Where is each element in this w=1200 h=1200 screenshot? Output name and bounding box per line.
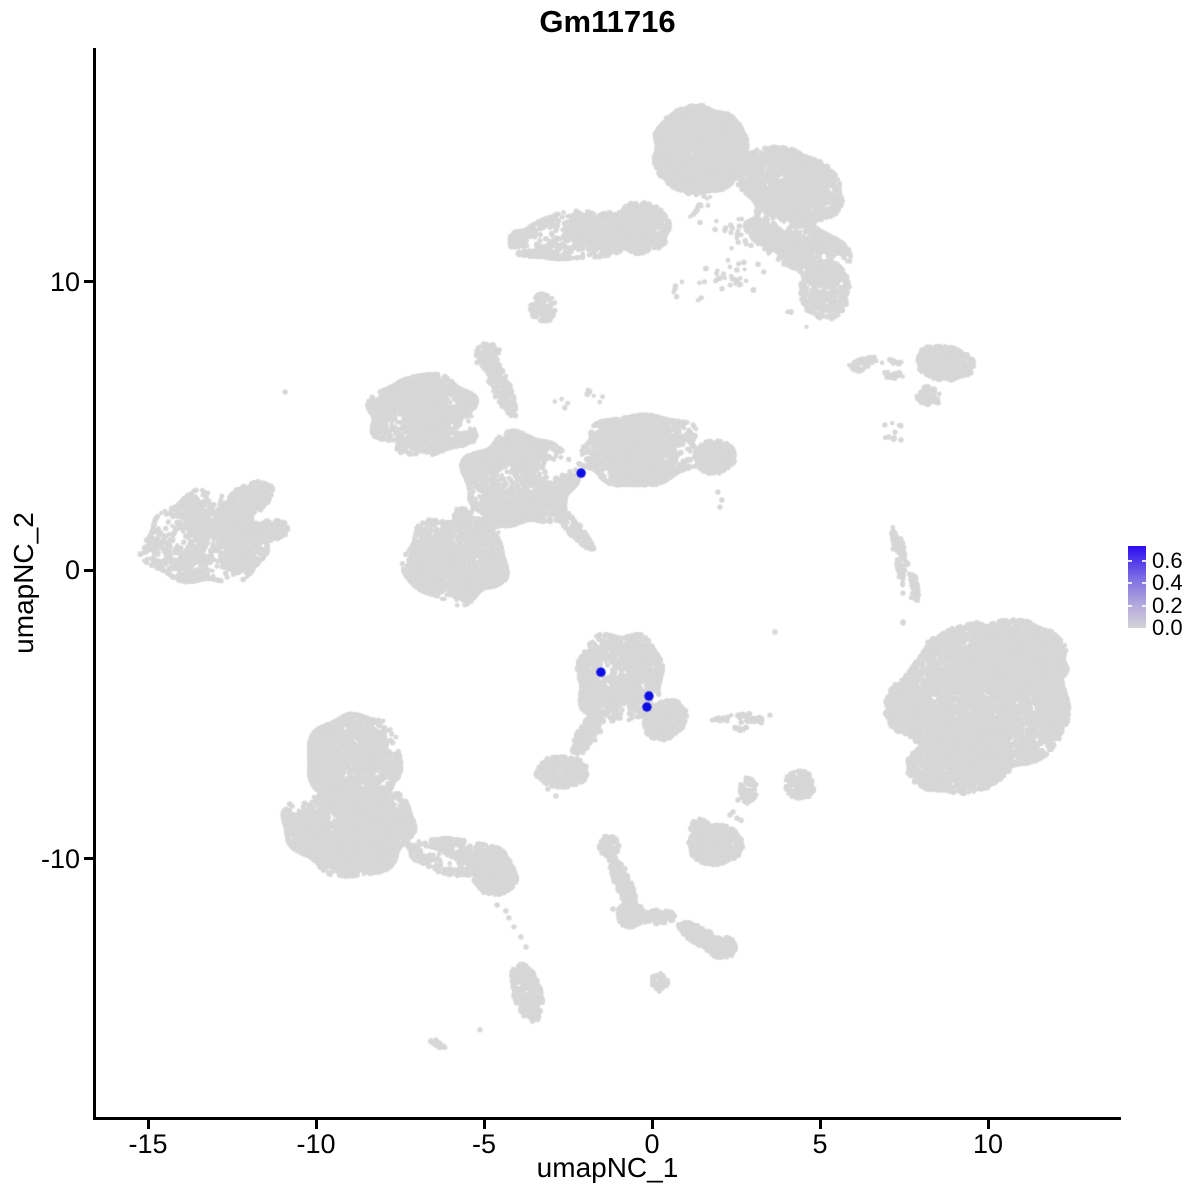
legend-tick-label: 0.4: [1152, 570, 1183, 596]
y-axis-line: [93, 48, 96, 1120]
x-tick-mark: [146, 1120, 150, 1129]
y-axis-title: umapNC_2: [8, 512, 39, 654]
legend-tick-label: 0.0: [1152, 615, 1183, 640]
legend-tick-label: 0.2: [1152, 592, 1183, 618]
colorbar-gradient: [1128, 546, 1146, 628]
y-tick-mark: [84, 568, 93, 572]
x-tick-label: -15: [128, 1129, 168, 1159]
x-tick-mark: [314, 1120, 318, 1129]
y-tick-label: 10: [49, 266, 80, 297]
x-tick-label: 5: [812, 1129, 828, 1159]
colorbar-tick: [1128, 604, 1132, 607]
colorbar-tick: [1128, 559, 1132, 562]
legend-tick-label: 0.6: [1152, 547, 1183, 573]
x-tick-mark: [482, 1120, 486, 1129]
x-axis-title: umapNC_1: [536, 1152, 679, 1183]
y-tick-label: -10: [40, 843, 80, 874]
colorbar-tick: [1128, 582, 1132, 585]
x-tick-label: -10: [296, 1129, 336, 1159]
x-tick-label: -5: [471, 1129, 496, 1159]
y-tick-label: 0: [64, 555, 80, 585]
x-tick-label: 10: [972, 1129, 1004, 1159]
x-tick-mark: [986, 1120, 990, 1129]
colorbar-tick: [1142, 604, 1146, 607]
x-axis-line: [93, 1117, 1121, 1120]
x-tick-mark: [818, 1120, 822, 1129]
y-tick-mark: [84, 280, 93, 283]
colorbar-tick: [1142, 582, 1146, 585]
x-tick-mark: [650, 1120, 654, 1129]
colorbar-tick: [1142, 559, 1146, 562]
x-tick-label: 0: [644, 1129, 660, 1159]
y-tick-mark: [84, 857, 93, 860]
plot-title: Gm11716: [539, 4, 676, 39]
